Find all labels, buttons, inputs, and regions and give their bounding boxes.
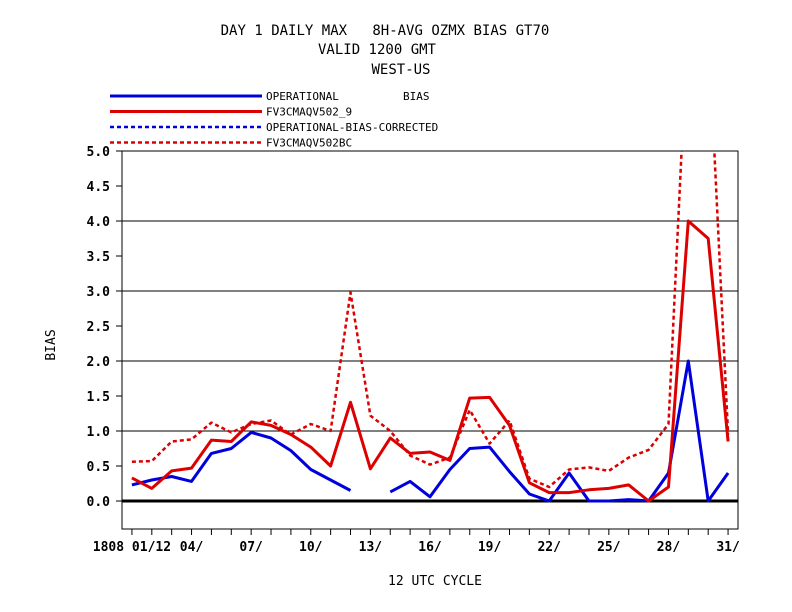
title-line-2: VALID 1200 GMT xyxy=(318,42,437,58)
y-tick-label: 3.5 xyxy=(87,250,110,265)
series-line-fv3cmaqv502bc xyxy=(131,151,730,489)
x-tick-label: 28/ xyxy=(657,540,681,555)
x-tick-label: 1808 01/12 xyxy=(93,540,171,555)
x-tick-label: 04/ xyxy=(180,540,204,555)
x-tick-label: 07/ xyxy=(239,540,263,555)
series-line-fv3cmaqv502-9 xyxy=(131,219,730,503)
x-axis-label: 12 UTC CYCLE xyxy=(388,574,482,589)
y-tick-label: 1.5 xyxy=(87,390,110,405)
legend-header: BIAS xyxy=(403,90,430,103)
x-tick-label: 19/ xyxy=(478,540,502,555)
legend-label: FV3CMAQV502_9 xyxy=(266,106,352,119)
plot-frame xyxy=(121,150,739,530)
y-tick-label: 0.0 xyxy=(87,495,111,510)
legend-label: OPERATIONAL xyxy=(266,90,339,103)
y-tick-label: 4.0 xyxy=(87,215,111,230)
x-tick-label: 25/ xyxy=(597,540,621,555)
y-tick-label: 0.5 xyxy=(87,460,110,475)
y-tick-label: 4.5 xyxy=(87,180,110,195)
y-tick-label: 2.5 xyxy=(87,320,110,335)
legend-label: OPERATIONAL-BIAS-CORRECTED xyxy=(266,121,438,134)
title-block: DAY 1 DAILY MAX 8H-AVG OZMX BIAS GT70 VA… xyxy=(221,23,550,78)
x-tick-label: 13/ xyxy=(359,540,383,555)
y-tick-label: 2.0 xyxy=(87,355,111,370)
x-tick-label: 22/ xyxy=(537,540,561,555)
title-line-1: DAY 1 DAILY MAX 8H-AVG OZMX BIAS GT70 xyxy=(221,23,550,39)
legend-label: FV3CMAQV502BC xyxy=(266,137,352,150)
x-tick-label: 10/ xyxy=(299,540,323,555)
x-tick-label: 16/ xyxy=(418,540,442,555)
y-tick-label: 5.0 xyxy=(87,145,111,160)
y-tick-label: 3.0 xyxy=(87,285,111,300)
y-axis-label: BIAS xyxy=(44,329,59,360)
plot-area: 0.0 0.5 1.0 1.5 2.0 2.5 3.0 3.5 4.0 4.5 5.0 1808 01… xyxy=(87,145,740,555)
legend: OPERATIONAL FV3CMAQV502_9 OPERATIONAL-BIAS… xyxy=(110,90,438,150)
title-line-3: WEST-US xyxy=(371,62,430,78)
y-tick-label: 1.0 xyxy=(87,425,111,440)
x-tick-label: 31/ xyxy=(716,540,740,555)
